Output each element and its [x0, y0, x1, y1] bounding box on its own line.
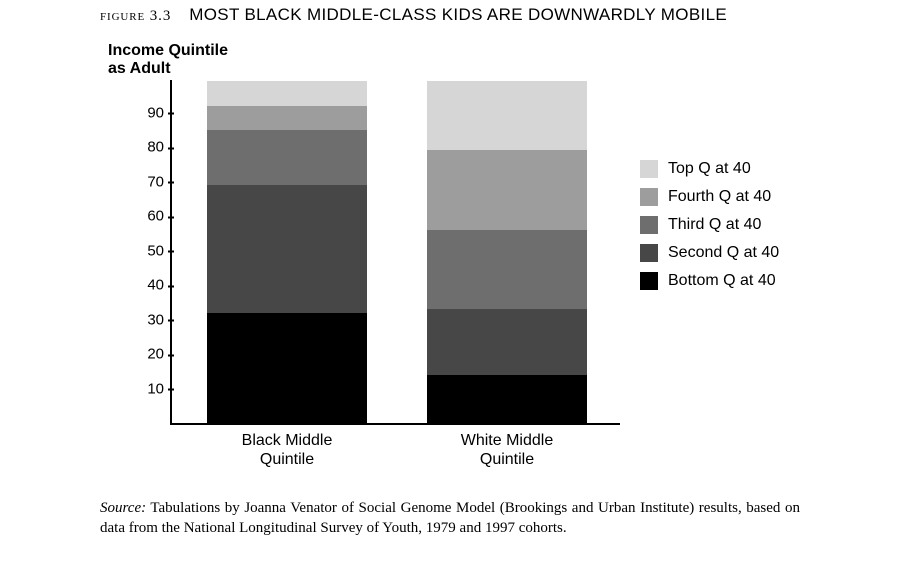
legend-item: Third Q at 40: [640, 216, 810, 234]
y-tick: 50: [134, 242, 164, 259]
y-tick: 20: [134, 346, 164, 363]
figure-number: figure 3.3: [100, 8, 171, 25]
figure-source: Source: Tabulations by Joanna Venator of…: [100, 498, 800, 539]
source-label: Source:: [100, 500, 146, 516]
y-tick: 30: [134, 311, 164, 328]
x-axis-label: Black MiddleQuintile: [207, 431, 367, 469]
y-tick: 10: [134, 380, 164, 397]
legend-label: Third Q at 40: [668, 216, 761, 234]
y-tick: 60: [134, 208, 164, 225]
figure-title: MOST BLACK MIDDLE-CLASS KIDS ARE DOWNWAR…: [189, 5, 727, 25]
bar-segment-third: [207, 130, 367, 185]
legend-label: Bottom Q at 40: [668, 272, 776, 290]
bar-segment-third: [427, 230, 587, 309]
x-axis-label: White MiddleQuintile: [427, 431, 587, 469]
legend-swatch: [640, 160, 658, 178]
chart-plot-area: 102030405060708090Black MiddleQuintileWh…: [170, 80, 620, 425]
legend-item: Top Q at 40: [640, 160, 810, 178]
bar-segment-fourth: [427, 150, 587, 229]
legend-label: Top Q at 40: [668, 160, 751, 178]
bar-segment-top: [427, 81, 587, 150]
chart-legend: Top Q at 40 Fourth Q at 40 Third Q at 40 Se…: [640, 160, 810, 300]
legend-swatch: [640, 188, 658, 206]
legend-swatch: [640, 216, 658, 234]
legend-swatch: [640, 244, 658, 262]
legend-item: Bottom Q at 40: [640, 272, 810, 290]
bar-group: White MiddleQuintile: [427, 80, 587, 423]
legend-item: Second Q at 40: [640, 244, 810, 262]
legend-item: Fourth Q at 40: [640, 188, 810, 206]
bar-segment-bottom: [207, 313, 367, 423]
legend-label: Second Q at 40: [668, 244, 779, 262]
y-tick: 80: [134, 139, 164, 156]
legend-swatch: [640, 272, 658, 290]
bar-segment-second: [427, 309, 587, 375]
y-tick: 70: [134, 173, 164, 190]
y-tick: 40: [134, 277, 164, 294]
bar-segment-fourth: [207, 106, 367, 130]
legend-label: Fourth Q at 40: [668, 188, 771, 206]
bar-group: Black MiddleQuintile: [207, 80, 367, 423]
bar-segment-bottom: [427, 375, 587, 423]
bar-segment-second: [207, 185, 367, 313]
y-axis-title: Income Quintile as Adult: [108, 42, 228, 79]
figure-header: figure 3.3 MOST BLACK MIDDLE-CLASS KIDS …: [100, 5, 727, 25]
source-text: Tabulations by Joanna Venator of Social …: [100, 500, 800, 536]
y-tick: 90: [134, 104, 164, 121]
bar-segment-top: [207, 81, 367, 105]
